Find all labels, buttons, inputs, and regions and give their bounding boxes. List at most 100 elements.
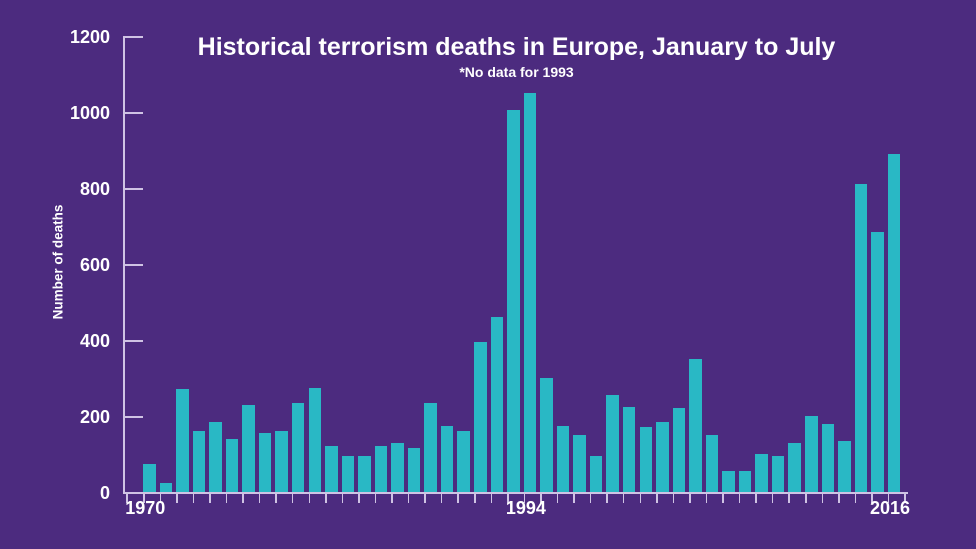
x-axis-tick: [474, 494, 476, 503]
x-axis-line: [123, 492, 908, 494]
x-axis-tick: [308, 494, 310, 503]
bar-1982: [341, 455, 355, 492]
x-axis-tick: [606, 494, 608, 503]
bar-2006: [722, 471, 735, 492]
x-axis-tick: [788, 494, 790, 503]
x-axis-tick: [622, 494, 625, 503]
bar-2012: [821, 423, 835, 492]
y-axis-tick: [125, 188, 143, 190]
bar-1972: [176, 389, 189, 492]
x-axis-tick: [656, 494, 658, 503]
bar-1991: [490, 317, 504, 492]
x-axis-tick: [325, 494, 327, 503]
x-axis-tick: [573, 494, 575, 503]
x-axis-tick: [176, 494, 178, 503]
x-axis-tick: [490, 494, 493, 503]
y-tick-label: 600: [79, 255, 110, 275]
x-axis-tick: [275, 494, 277, 503]
bar-2005: [705, 435, 719, 492]
bar-1984: [374, 446, 388, 492]
y-axis-tick: [125, 340, 143, 342]
bar-1975: [225, 438, 239, 492]
bar-2011: [805, 416, 818, 492]
bar-1988: [440, 425, 454, 492]
bar-1979: [291, 402, 305, 492]
bar-1971: [159, 482, 173, 492]
bar-1989: [457, 431, 470, 492]
x-axis-tick: [755, 494, 757, 503]
x-tick-label-1994: 1994: [505, 498, 546, 518]
bar-2014: [854, 184, 868, 492]
y-tick-label: 400: [79, 331, 110, 351]
x-axis-tick: [854, 494, 857, 503]
x-axis-tick: [209, 494, 211, 503]
x-axis-tick: [904, 494, 906, 503]
x-axis-tick: [242, 494, 244, 503]
x-tick-label-1970: 1970: [125, 498, 166, 518]
bar-1999: [606, 395, 619, 492]
bar-1997: [573, 435, 586, 492]
bar-2000: [622, 406, 636, 492]
bar-2004: [689, 359, 702, 492]
x-axis-tick: [391, 494, 393, 503]
bar-1992: [507, 110, 520, 492]
bar-1978: [275, 431, 288, 492]
x-axis-tick: [672, 494, 675, 503]
x-axis-tick: [424, 494, 426, 503]
x-axis-tick: [374, 494, 377, 503]
y-axis-tick: [125, 264, 143, 266]
bar-2009: [771, 455, 785, 492]
y-tick-label: 1000: [69, 103, 110, 123]
x-axis-tick: [821, 494, 824, 503]
x-axis-tick: [258, 494, 261, 503]
bar-2013: [838, 440, 851, 492]
bar-2016: [887, 153, 901, 492]
x-axis-tick: [407, 494, 410, 503]
x-axis-tick: [159, 494, 162, 503]
bar-2010: [788, 442, 801, 492]
chart-subtitle: *No data for 1993: [459, 64, 574, 80]
x-axis-tick: [457, 494, 459, 503]
x-axis-tick: [689, 494, 691, 503]
x-axis-tick: [738, 494, 741, 503]
x-axis-tick: [722, 494, 724, 503]
x-tick-label-2016: 2016: [869, 498, 911, 518]
bar-1970: [143, 463, 156, 492]
x-axis-tick: [771, 494, 774, 503]
bar-1980: [308, 387, 321, 492]
bar-2002: [656, 421, 669, 492]
bar-2003: [672, 408, 686, 492]
bar-2001: [639, 427, 652, 492]
x-axis-tick: [143, 494, 145, 503]
y-tick-label: 200: [79, 407, 110, 427]
y-axis-line: [123, 36, 125, 494]
bar-1986: [407, 448, 421, 492]
bar-1995: [540, 378, 553, 492]
bar-1998: [589, 455, 603, 492]
y-axis-tick: [125, 112, 143, 114]
x-axis-tick: [705, 494, 708, 503]
bar-1985: [391, 442, 404, 492]
y-axis-tick: [125, 416, 143, 418]
bar-2007: [738, 471, 752, 492]
x-axis-tick: [291, 494, 294, 503]
bar-1996: [556, 425, 570, 492]
x-axis-tick: [358, 494, 360, 503]
bar-1987: [424, 402, 437, 492]
x-axis-tick: [871, 494, 873, 503]
x-axis-tick: [341, 494, 344, 503]
x-axis-tick: [556, 494, 559, 503]
bar-1976: [242, 404, 255, 492]
x-axis-tick: [589, 494, 592, 503]
x-axis-tick: [805, 494, 807, 503]
x-axis-tick: [639, 494, 641, 503]
x-axis-tick: [838, 494, 840, 503]
bar-1981: [325, 446, 338, 492]
bar-1977: [258, 433, 272, 492]
x-axis-tick: [440, 494, 443, 503]
bar-1974: [209, 421, 222, 492]
x-axis-tick: [225, 494, 228, 503]
bar-1990: [474, 341, 487, 492]
